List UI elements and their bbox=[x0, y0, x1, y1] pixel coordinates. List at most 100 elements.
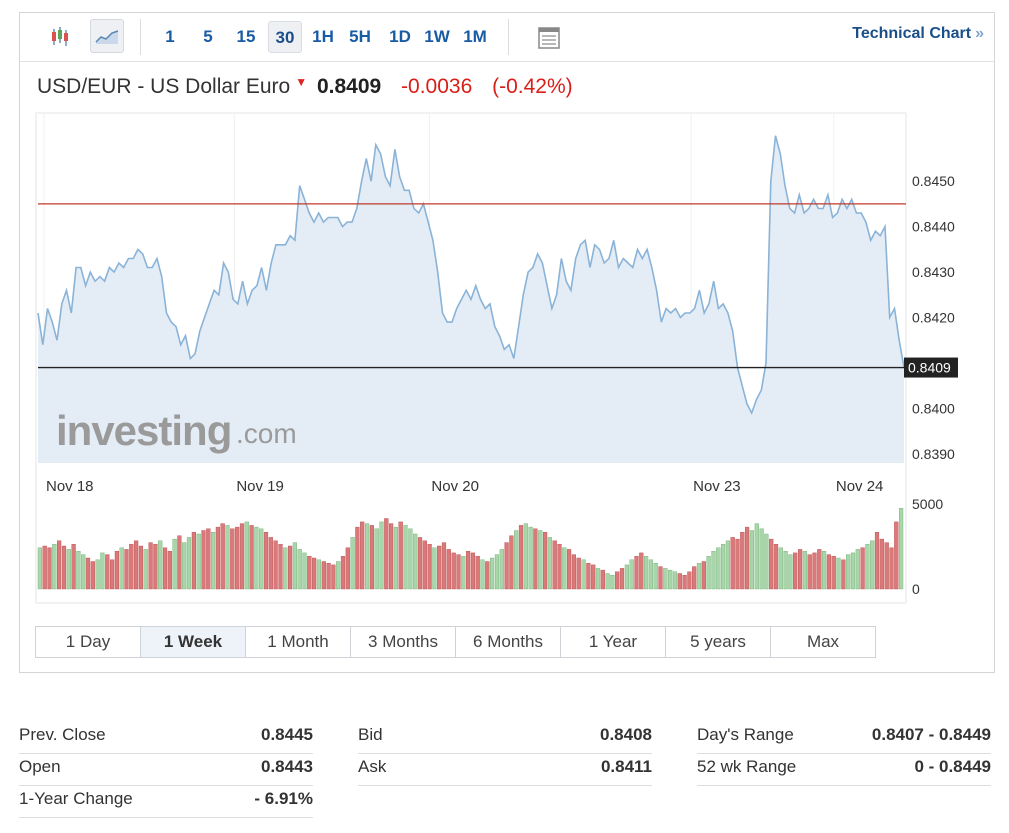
volume-bar bbox=[124, 549, 129, 590]
volume-bar bbox=[581, 559, 586, 590]
range-tab-6-months[interactable]: 6 Months bbox=[455, 626, 561, 658]
volume-bar bbox=[490, 557, 495, 590]
volume-bar bbox=[716, 547, 721, 590]
volume-bar bbox=[725, 540, 730, 590]
candlestick-icon bbox=[52, 27, 68, 46]
volume-bar bbox=[427, 544, 432, 590]
volume-bar bbox=[403, 525, 408, 590]
volume-bar bbox=[441, 542, 447, 590]
watermark-logo: investing bbox=[56, 407, 231, 454]
volume-bar bbox=[822, 551, 827, 590]
volume-bar bbox=[605, 573, 610, 590]
volume-bar bbox=[283, 547, 288, 590]
volume-bar bbox=[648, 559, 653, 590]
volume-bar bbox=[244, 521, 249, 590]
volume-bar bbox=[644, 556, 649, 590]
stat-row-prev-close: Prev. Close 0.8445 bbox=[19, 722, 313, 754]
volume-bar bbox=[57, 540, 62, 590]
interval-button-30[interactable]: 30 bbox=[268, 21, 302, 53]
y-tick-label: 0.8430 bbox=[912, 264, 955, 280]
volume-bar bbox=[206, 528, 211, 590]
y-tick-label: 0.8400 bbox=[912, 400, 955, 416]
stat-value: 0.8407 - 0.8449 bbox=[871, 725, 991, 744]
volume-bar bbox=[95, 559, 100, 590]
volume-bar bbox=[672, 571, 678, 590]
volume-bar bbox=[783, 551, 788, 590]
range-tabs: 1 Day 1 Week 1 Month 3 Months 6 Months 1 Year… bbox=[35, 626, 876, 658]
range-tab-max[interactable]: Max bbox=[770, 626, 876, 658]
volume-bar bbox=[682, 575, 687, 590]
interval-button-1m[interactable]: 1M bbox=[463, 27, 487, 46]
volume-bar bbox=[595, 568, 601, 590]
quote-header: USD/EUR - US Dollar Euro ▼ 0.8409 -0.0036… bbox=[37, 75, 573, 99]
volume-bar bbox=[658, 566, 663, 590]
stat-label: Day's Range bbox=[697, 725, 794, 744]
volume-bar bbox=[841, 559, 846, 590]
volume-bar bbox=[340, 556, 346, 590]
volume-tick-label: 0 bbox=[912, 581, 920, 597]
volume-bar bbox=[369, 525, 374, 590]
technical-chart-link[interactable]: Technical Chart» bbox=[852, 25, 984, 43]
volume-bar bbox=[81, 554, 86, 590]
panel-icon bbox=[538, 27, 560, 49]
volume-bar bbox=[355, 526, 360, 590]
range-tab-1-day[interactable]: 1 Day bbox=[35, 626, 141, 658]
volume-bar bbox=[148, 542, 153, 590]
x-tick-label: Nov 19 bbox=[236, 478, 284, 495]
interval-button-5h[interactable]: 5H bbox=[349, 27, 371, 46]
candlestick-chart-button[interactable] bbox=[44, 21, 76, 53]
volume-tick-label: 5000 bbox=[912, 496, 943, 512]
y-tick-label: 0.8420 bbox=[912, 310, 955, 326]
volume-bar bbox=[360, 521, 365, 590]
volume-bar bbox=[71, 544, 76, 590]
volume-bar bbox=[499, 549, 504, 590]
price-chart[interactable]: investing .com 0.8409 0.8450 0.8440 0.8430 0.8… bbox=[20, 13, 994, 623]
volume-bar bbox=[461, 556, 466, 590]
stat-row-1-year-change: 1-Year Change - 6.91% bbox=[19, 786, 313, 818]
volume-bar bbox=[634, 556, 639, 590]
stat-value: - 6.91% bbox=[254, 789, 313, 808]
settings-panel-button[interactable] bbox=[534, 23, 564, 53]
stats-column-3: Day's Range 0.8407 - 0.8449 52 wk Range 0 -… bbox=[697, 722, 991, 786]
price-area bbox=[38, 135, 904, 463]
volume-bar bbox=[759, 528, 764, 590]
volume-bar bbox=[456, 554, 461, 590]
volume-bar bbox=[326, 563, 331, 590]
interval-button-1[interactable]: 1 bbox=[165, 27, 175, 46]
interval-button-1w[interactable]: 1W bbox=[424, 27, 450, 46]
area-chart-button[interactable] bbox=[90, 19, 124, 53]
stat-value: 0 - 0.8449 bbox=[914, 757, 991, 776]
volume-bar bbox=[687, 571, 692, 590]
volume-bar bbox=[331, 564, 336, 590]
volume-bar bbox=[61, 545, 67, 590]
volume-bar bbox=[297, 549, 302, 590]
y-tick-label: 0.8440 bbox=[912, 219, 955, 235]
toolbar-separator bbox=[140, 19, 141, 55]
volume-bar bbox=[413, 533, 418, 590]
interval-button-1h[interactable]: 1H bbox=[312, 27, 334, 46]
volume-bar bbox=[740, 532, 745, 590]
range-tab-1-year[interactable]: 1 Year bbox=[560, 626, 666, 658]
range-tab-1-week[interactable]: 1 Week bbox=[140, 626, 246, 658]
volume-bar bbox=[639, 552, 644, 590]
volume-bar bbox=[138, 545, 143, 590]
x-tick-label: Nov 18 bbox=[46, 478, 94, 495]
volume-bar bbox=[225, 525, 230, 590]
volume-bar bbox=[860, 547, 865, 590]
volume-bar bbox=[446, 549, 451, 590]
volume-bar bbox=[177, 535, 182, 590]
interval-button-5[interactable]: 5 bbox=[203, 27, 213, 46]
volume-bar bbox=[432, 547, 437, 590]
interval-button-15[interactable]: 15 bbox=[236, 27, 256, 46]
chart-toolbar: 1 5 15 30 1H 5H 1D 1W 1M Technical Chart» bbox=[20, 13, 994, 62]
volume-bar bbox=[567, 549, 572, 590]
volume-bar bbox=[547, 537, 552, 590]
range-tab-1-month[interactable]: 1 Month bbox=[245, 626, 351, 658]
volume-bar bbox=[114, 551, 119, 590]
volume-bar bbox=[336, 561, 341, 590]
volume-bar bbox=[826, 554, 831, 590]
range-tab-3-months[interactable]: 3 Months bbox=[350, 626, 456, 658]
interval-button-1d[interactable]: 1D bbox=[389, 27, 411, 46]
volume-bar bbox=[215, 526, 220, 590]
range-tab-5-years[interactable]: 5 years bbox=[665, 626, 771, 658]
